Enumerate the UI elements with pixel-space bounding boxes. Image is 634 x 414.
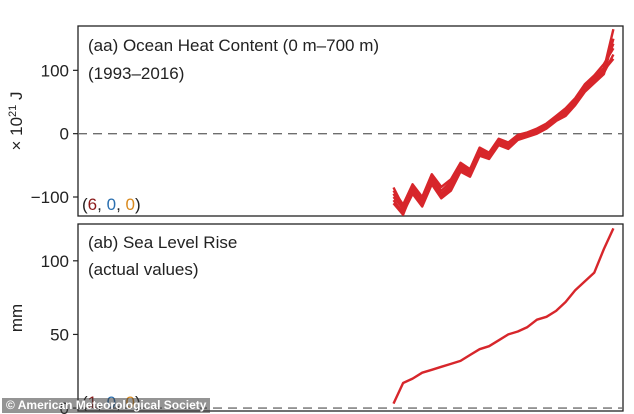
image-credit: © American Meteorological Society bbox=[2, 398, 211, 413]
ocean-heat-dataset-counts: (6, 0, 0) bbox=[82, 195, 141, 214]
sea-level-subtitle: (actual values) bbox=[88, 260, 199, 279]
ocean-heat-y-axis-label-main: × 10 bbox=[7, 117, 26, 151]
ocean-heat-y-tick-label: 0 bbox=[60, 125, 69, 144]
sea-level-y-ticks: 100500 bbox=[41, 252, 78, 414]
ocean-heat-series-line-2 bbox=[392, 47, 615, 206]
sea-level-y-axis-label: mm bbox=[7, 304, 26, 332]
ocean-heat-title: (aa) Ocean Heat Content (0 m–700 m) bbox=[88, 36, 379, 55]
sea-level-y-tick-label: 50 bbox=[50, 325, 69, 344]
ocean-heat-y-axis-label-unit: J bbox=[7, 91, 26, 104]
sea-level-panel: (ab) Sea Level Rise (actual values) mm (… bbox=[7, 223, 624, 414]
sea-level-series bbox=[392, 227, 615, 405]
sea-level-title: (ab) Sea Level Rise bbox=[88, 233, 237, 252]
sea-level-y-tick-label: 100 bbox=[41, 252, 69, 271]
ocean-heat-count-orange: 0 bbox=[126, 195, 135, 214]
ocean-heat-series-line-4 bbox=[392, 43, 615, 210]
ocean-heat-y-tick-label: −100 bbox=[31, 188, 69, 207]
sea-level-series-line-1 bbox=[392, 227, 615, 405]
ocean-heat-y-ticks: 100 0 −100 bbox=[31, 61, 78, 207]
ocean-heat-count-blue: 0 bbox=[107, 195, 116, 214]
ocean-heat-panel: (aa) Ocean Heat Content (0 m–700 m) (199… bbox=[7, 25, 624, 217]
ocean-heat-series bbox=[392, 28, 615, 216]
ocean-heat-y-axis-label: × 1021 J bbox=[7, 91, 26, 150]
ocean-heat-frame bbox=[77, 25, 624, 217]
ocean-heat-series-line-6 bbox=[392, 28, 615, 216]
ocean-heat-subtitle: (1993–2016) bbox=[88, 64, 184, 83]
ocean-heat-count-red: 6 bbox=[88, 195, 97, 214]
ocean-heat-y-tick-label: 100 bbox=[41, 61, 69, 80]
ocean-heat-y-axis-label-exponent: 21 bbox=[7, 105, 19, 117]
sea-level-frame bbox=[77, 223, 624, 412]
